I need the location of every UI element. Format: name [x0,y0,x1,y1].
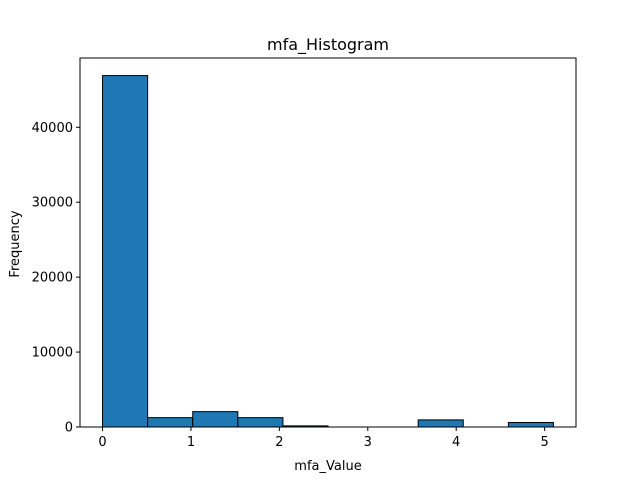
x-tick-label-4: 4 [452,435,460,450]
y-tick-label-3: 30000 [32,196,73,211]
plot-frame [79,57,577,428]
histogram-bar-1 [147,417,194,428]
x-axis-label: mfa_Value [294,459,361,474]
y-tick-label-1: 10000 [32,346,73,361]
histogram-bar-0 [102,75,149,428]
x-tick-label-1: 1 [187,435,195,450]
y-axis-ticks: 0 10000 20000 30000 40000 [32,121,80,436]
histogram-bar-2 [192,411,239,428]
histogram-bar-3 [237,417,284,428]
y-tick-label-4: 40000 [32,121,73,136]
y-tick-label-2: 20000 [32,271,73,286]
y-axis-label: Frequency [8,210,23,277]
x-tick-label-0: 0 [98,435,106,450]
x-tick-label-3: 3 [364,435,372,450]
y-tick-label-0: 0 [65,421,73,436]
chart-title: mfa_Histogram [267,35,389,55]
x-axis-ticks: 0 1 2 3 4 5 [98,427,549,450]
x-tick-label-5: 5 [540,435,548,450]
bars-group [102,75,554,428]
histogram-bar-9 [507,422,554,428]
histogram-bar-7 [417,419,464,428]
x-tick-label-2: 2 [275,435,283,450]
